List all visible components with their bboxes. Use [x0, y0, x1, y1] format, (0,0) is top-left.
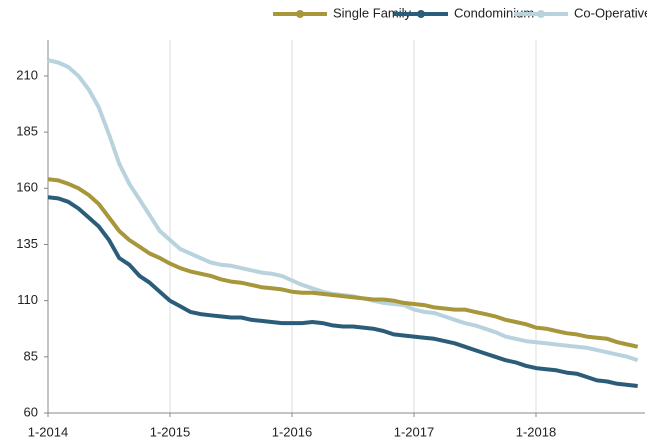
- legend-marker: [417, 10, 425, 18]
- x-tick-label: 1-2016: [272, 424, 312, 439]
- x-tick-label: 1-2017: [394, 424, 434, 439]
- legend-marker: [296, 10, 304, 18]
- legend-label: Condominium: [454, 5, 534, 20]
- legend-label: Co-Operative: [574, 5, 647, 20]
- legend-marker: [537, 10, 545, 18]
- x-tick-label: 1-2014: [28, 424, 68, 439]
- y-tick-label: 160: [16, 180, 38, 195]
- x-tick-label: 1-2015: [150, 424, 190, 439]
- y-tick-label: 210: [16, 67, 38, 82]
- y-tick-label: 110: [17, 292, 38, 307]
- series-line: [47, 195, 638, 388]
- series-line: [47, 177, 639, 349]
- y-tick-label: 60: [24, 404, 38, 419]
- series-line: [47, 58, 639, 363]
- y-tick-label: 135: [16, 236, 38, 251]
- x-tick-label: 1-2018: [516, 424, 556, 439]
- legend-label: Single Family: [333, 5, 412, 20]
- y-tick-label: 85: [24, 348, 38, 363]
- y-tick-label: 185: [16, 124, 38, 139]
